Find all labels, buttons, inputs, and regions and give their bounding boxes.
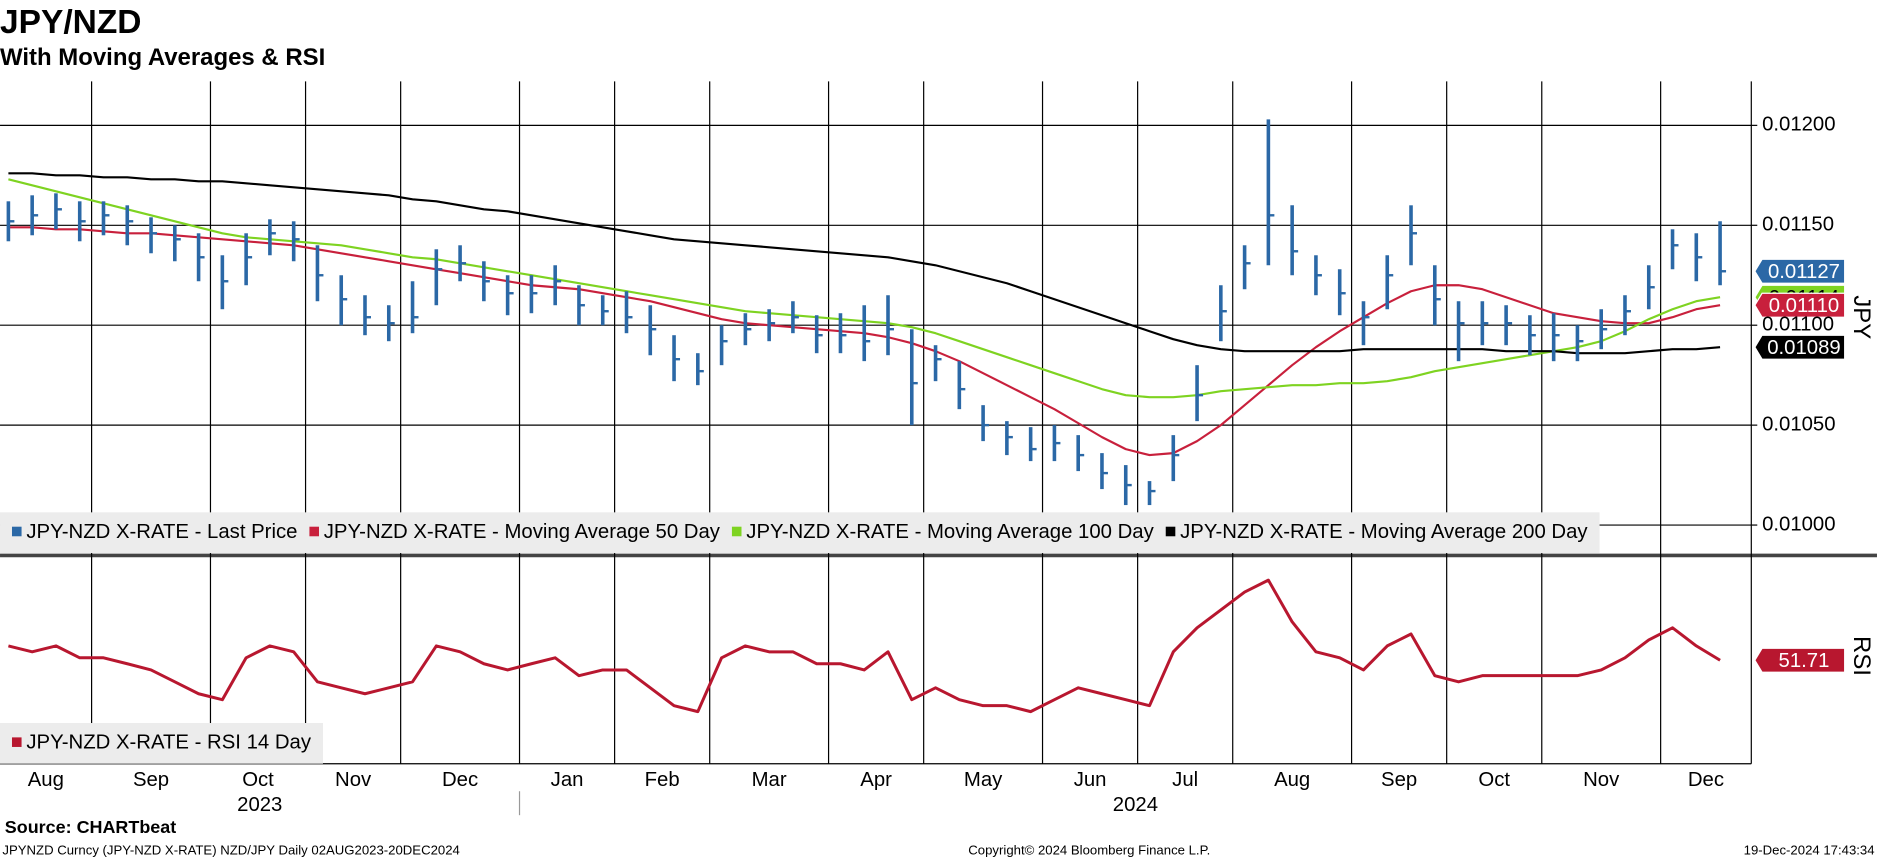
grid [0,81,1758,816]
x-tick-label: Feb [645,769,680,791]
legend-swatch [309,526,319,537]
legend-box [0,512,1600,554]
source: Source: CHARTbeat [5,817,176,837]
legend-label: JPY-NZD X-RATE - Moving Average 100 Day [746,521,1154,543]
x-tick-label: Sep [1381,769,1417,791]
last-value-label: 0.01110 [1769,295,1839,317]
x-tick-label: Mar [752,769,787,791]
y-tick-label: 0.01000 [1762,513,1835,535]
y-tick-label: 0.01050 [1762,414,1835,436]
x-tick-label: May [964,769,1003,791]
legend-swatch [1165,526,1176,537]
last-value-tag [1754,258,1846,284]
legend: JPY-NZD X-RATE - Last Price JPY-NZD X-RAT… [0,512,1600,764]
x-tick-label: Nov [335,769,372,791]
x-tick-label: Jun [1074,769,1107,791]
x-tick-label: Jul [1172,769,1198,791]
y-tick-label: 0.01150 [1762,214,1834,236]
year-label: 2024 [1113,794,1158,816]
last-value-label: 0.01127 [1768,261,1840,283]
axis-title: RSI [1848,636,1875,676]
series-line [8,178,1721,399]
legend-label: JPY-NZD X-RATE - Moving Average 200 Day [1180,521,1588,543]
x-tick-label: Sep [133,769,169,791]
x-tick-label: Apr [860,769,892,791]
year-label: 2023 [237,794,282,816]
footer-center: Copyright© 2024 Bloomberg Finance L.P. [968,843,1210,858]
last-value-tag [1754,334,1846,360]
legend-swatch [11,737,22,747]
x-tick-label: Aug [28,769,64,791]
x-tick-label: Nov [1583,769,1620,791]
axis-title: JPY [1848,295,1875,339]
series-line [8,578,1721,714]
last-value-tag [1754,292,1846,318]
legend-label: JPY-NZD X-RATE - Last Price [26,521,297,543]
y-tick-label: 0.01100 [1762,314,1834,336]
series-line [8,172,1721,355]
x-tick-label: Oct [242,769,274,791]
legend-label: JPY-NZD X-RATE - RSI 14 Day [26,732,311,754]
y-tick-label: 0.01200 [1762,114,1835,136]
x-tick-label: Oct [1478,769,1510,791]
chart-subtitle: With Moving Averages & RSI [0,44,325,71]
last-value-label: 51.71 [1779,650,1830,672]
x-tick-label: Dec [442,769,478,791]
marks [6,119,1727,714]
legend-swatch [11,526,22,537]
x-tick-label: Jan [551,769,584,791]
last-value-label: 0.01089 [1767,337,1840,359]
footer-right: 19-Dec-2024 17:43:34 [1744,843,1875,858]
labels: Aug Sep Oct Nov Dec Jan Feb Mar Apr May Jun Jul Aug S… [28,114,1875,816]
chart-title: JPY/NZD [0,4,141,41]
x-tick-label: Aug [1274,769,1310,791]
legend-swatch [731,526,742,537]
x-tick-label: Dec [1688,769,1724,791]
legend-box [0,723,323,764]
footer-left: JPYNZD Curncy (JPY-NZD X-RATE) NZD/JPY D… [2,843,459,858]
legend-label: JPY-NZD X-RATE - Moving Average 50 Day [324,521,721,543]
last-value-tag [1754,647,1846,673]
